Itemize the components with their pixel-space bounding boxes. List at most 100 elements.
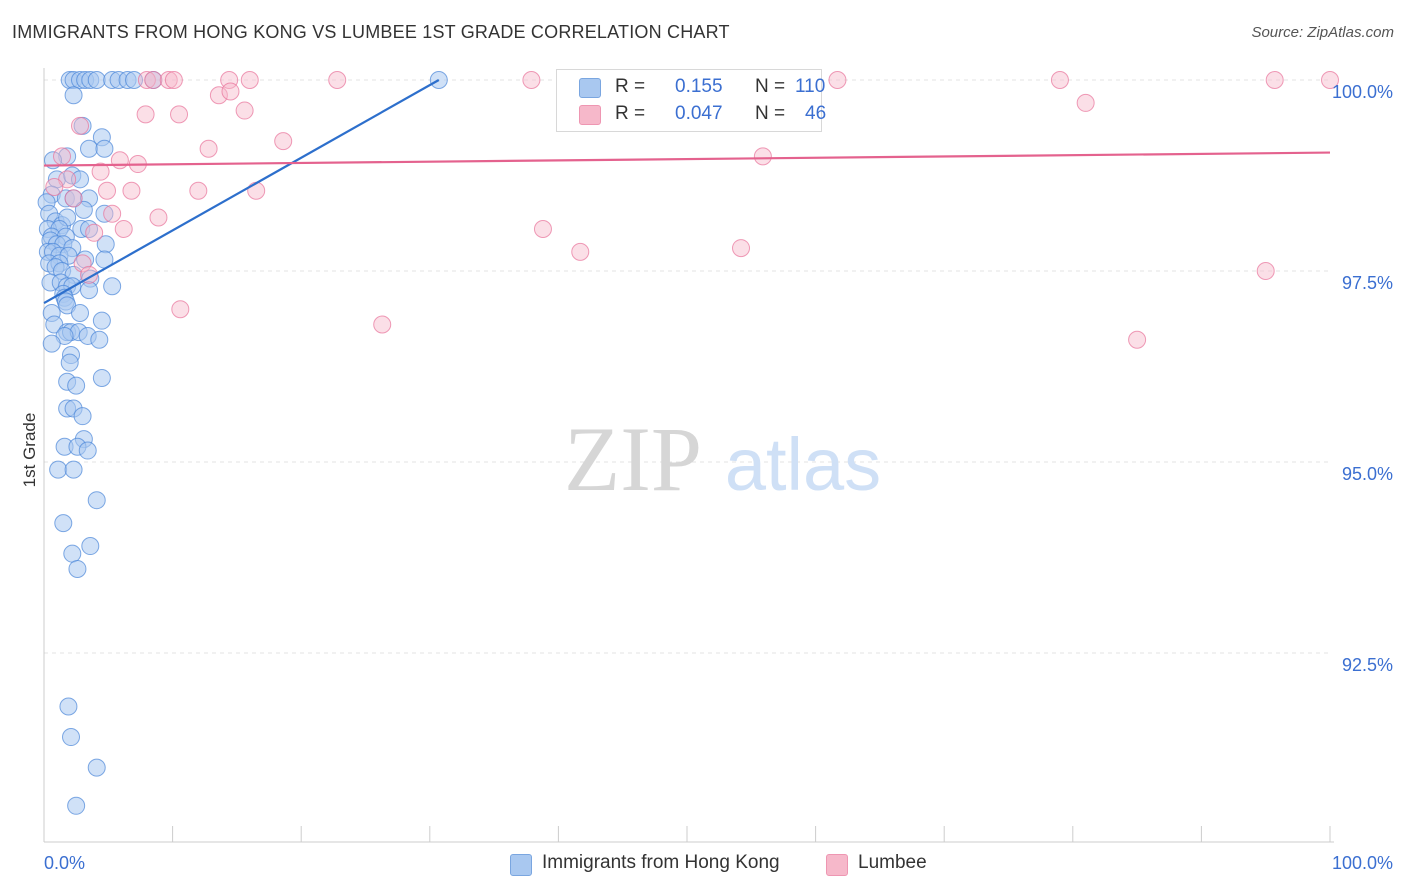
point-lumbee — [144, 71, 163, 89]
bottom-legend-label-lumbee: Lumbee — [858, 852, 927, 873]
point-lumbee — [122, 181, 141, 200]
point-lumbee — [1256, 262, 1275, 280]
bottom-legend-swatch-hong-kong — [510, 854, 532, 876]
point-lumbee — [533, 219, 552, 238]
point-lumbee — [753, 147, 772, 166]
point-lumbee — [64, 189, 83, 208]
point-hong-kong — [87, 491, 106, 510]
point-lumbee — [137, 71, 156, 89]
point-lumbee — [164, 71, 183, 89]
point-lumbee — [136, 105, 155, 124]
chart-title: IMMIGRANTS FROM HONG KONG VS LUMBEE 1ST … — [12, 22, 730, 42]
x-tick-label: 100.0% — [1332, 853, 1393, 873]
y-axis-label: 1st Grade — [20, 412, 39, 488]
y-tick-label: 92.5% — [1342, 655, 1393, 675]
point-hong-kong — [68, 559, 87, 578]
point-hong-kong — [54, 514, 73, 533]
point-lumbee — [1321, 71, 1339, 89]
legend-n-value: 46 — [805, 103, 827, 124]
legend-swatch-hong-kong — [579, 78, 601, 98]
point-hong-kong — [67, 796, 86, 815]
point-lumbee — [98, 181, 117, 200]
trend-lines — [43, 79, 1331, 305]
correlation-legend: R = 0.155 N = 110 R = 0.047 N = 46 — [556, 69, 826, 132]
x-tick-label: 0.0% — [44, 853, 85, 873]
point-hong-kong — [92, 368, 111, 387]
point-hong-kong — [49, 460, 68, 479]
point-hong-kong — [103, 277, 122, 296]
point-hong-kong — [74, 200, 93, 219]
point-hong-kong — [67, 376, 86, 395]
point-hong-kong — [87, 758, 106, 777]
legend-r-value: 0.155 — [675, 76, 723, 97]
point-lumbee — [247, 181, 266, 200]
point-hong-kong — [73, 407, 92, 426]
point-hong-kong — [64, 86, 83, 105]
legend-n-value: 110 — [795, 76, 826, 97]
point-lumbee — [1265, 71, 1284, 89]
point-lumbee — [149, 208, 168, 227]
point-lumbee — [220, 71, 239, 89]
point-hong-kong — [125, 71, 144, 89]
watermark-atlas: atlas — [725, 423, 881, 506]
point-lumbee — [91, 162, 110, 181]
point-lumbee — [110, 151, 129, 170]
legend-n-label: N = — [755, 76, 786, 97]
point-lumbee — [522, 71, 541, 89]
point-hong-kong — [90, 330, 109, 349]
point-hong-kong — [71, 304, 90, 323]
point-lumbee — [170, 105, 189, 124]
point-hong-kong — [62, 728, 81, 747]
point-hong-kong — [80, 139, 99, 158]
tick-labels: 92.5% 95.0% 97.5% 100.0% 0.0% 100.0% — [44, 82, 1393, 873]
point-lumbee — [71, 116, 90, 135]
point-lumbee — [373, 315, 392, 334]
bottom-legend-swatch-lumbee — [826, 854, 848, 876]
point-hong-kong — [95, 204, 114, 223]
point-lumbee — [171, 300, 190, 319]
point-hong-kong — [81, 537, 100, 556]
point-lumbee — [274, 132, 293, 151]
point-hong-kong — [80, 281, 99, 300]
legend-n-label: N = — [755, 103, 786, 124]
point-lumbee — [199, 139, 218, 158]
point-lumbee — [103, 204, 122, 223]
point-hong-kong — [60, 353, 79, 372]
point-lumbee — [53, 147, 72, 166]
trend-line-lumbee — [43, 151, 1331, 167]
point-hong-kong — [78, 441, 97, 460]
point-hong-kong — [92, 311, 111, 330]
point-lumbee — [1076, 93, 1095, 112]
point-lumbee — [45, 177, 64, 196]
point-lumbee — [571, 242, 590, 261]
point-lumbee — [209, 86, 228, 105]
point-lumbee — [235, 101, 254, 120]
y-tick-label: 100.0% — [1332, 82, 1393, 102]
legend-r-label: R = — [615, 76, 646, 97]
y-tick-label: 97.5% — [1342, 273, 1393, 293]
point-lumbee — [828, 71, 847, 89]
point-lumbee — [73, 254, 92, 273]
point-lumbee — [114, 219, 133, 238]
point-lumbee — [85, 223, 104, 242]
legend-r-value: 0.047 — [675, 103, 723, 124]
legend-swatch-lumbee — [579, 105, 601, 125]
point-hong-kong — [87, 71, 106, 89]
point-lumbee — [221, 82, 240, 101]
watermark-zip: ZIP — [564, 408, 702, 510]
point-hong-kong — [64, 460, 83, 479]
point-lumbee — [189, 181, 208, 200]
point-hong-kong — [42, 334, 61, 353]
bottom-legend-label-hong-kong: Immigrants from Hong Kong — [542, 852, 780, 873]
point-lumbee — [159, 71, 178, 89]
data-points — [37, 71, 1339, 815]
grid-lines — [44, 79, 1330, 654]
legend-r-label: R = — [615, 103, 646, 124]
trend-line-hong-kong — [43, 79, 440, 305]
point-hong-kong — [95, 139, 114, 158]
point-hong-kong — [59, 697, 78, 716]
point-lumbee — [328, 71, 347, 89]
watermark: ZIP atlas — [564, 408, 881, 510]
source-label: Source: ZipAtlas.com — [1251, 24, 1394, 41]
